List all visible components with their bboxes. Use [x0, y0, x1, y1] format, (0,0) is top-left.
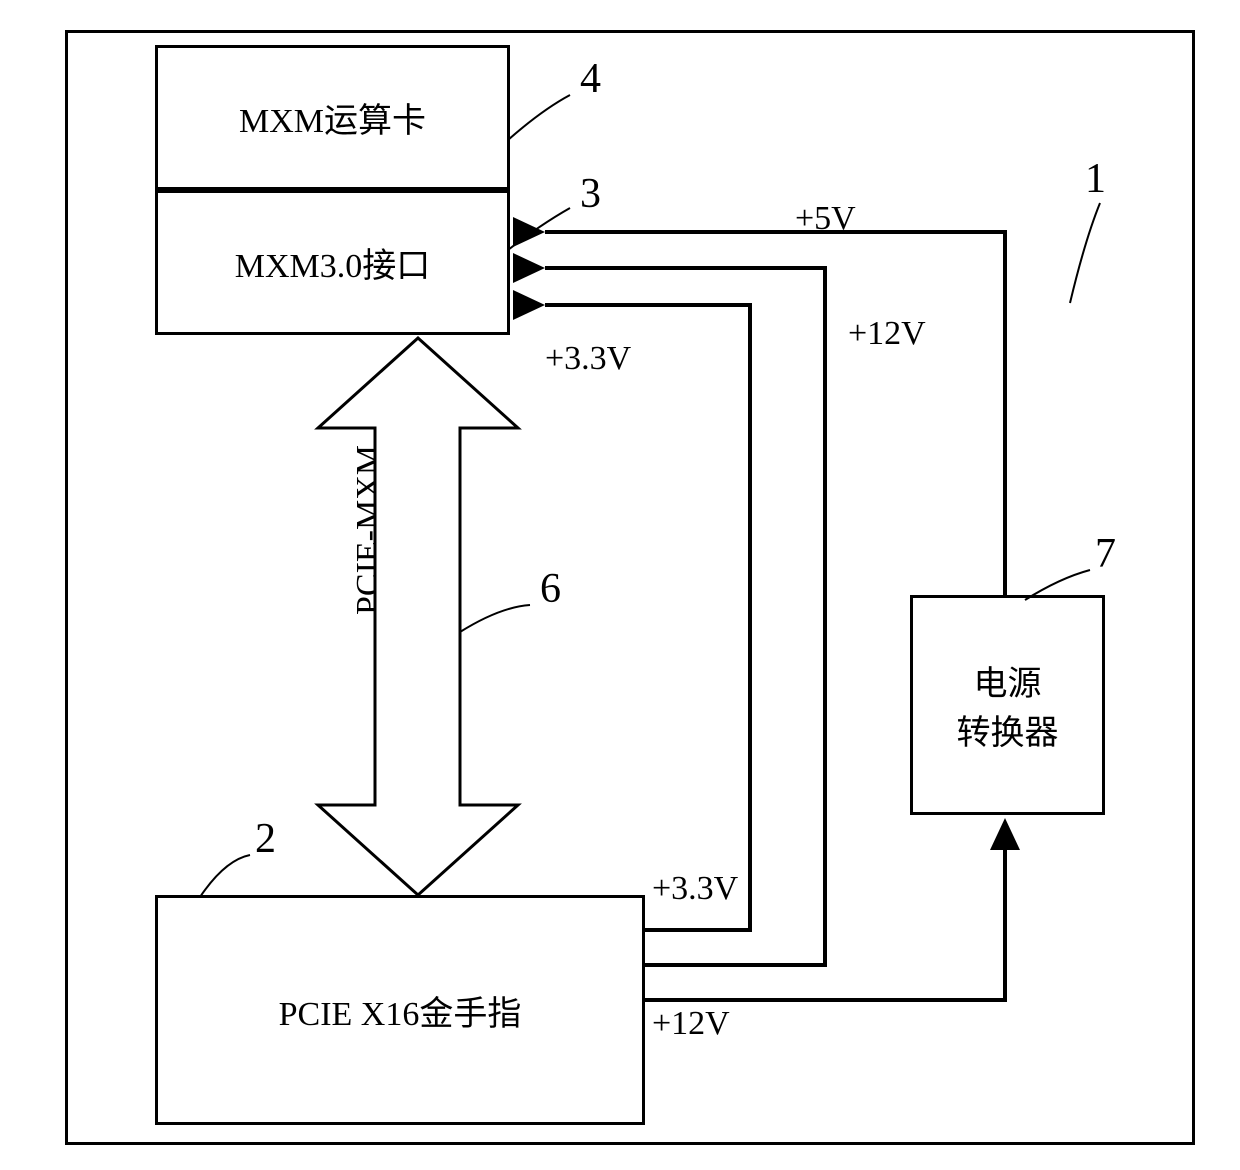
ref-1: 1 — [1085, 155, 1106, 203]
mxm-interface-box: MXM3.0接口 — [155, 190, 510, 335]
ref-6: 6 — [540, 565, 561, 613]
power-converter-label-l1: 电源 — [957, 656, 1059, 705]
label-3v3-bottom: +3.3V — [652, 870, 738, 908]
ref-2: 2 — [255, 815, 276, 863]
pcie-goldfinger-box: PCIE X16金手指 — [155, 895, 645, 1125]
ref-7: 7 — [1095, 530, 1116, 578]
label-5v: +5V — [795, 200, 856, 238]
power-converter-label: 电源 转换器 — [957, 656, 1059, 754]
power-converter-label-l2: 转换器 — [957, 705, 1059, 754]
mxm-interface-label: MXM3.0接口 — [235, 238, 431, 287]
power-converter-box: 电源 转换器 — [910, 595, 1105, 815]
ref-4: 4 — [580, 55, 601, 103]
pcie-goldfinger-label: PCIE X16金手指 — [279, 986, 522, 1035]
mxm-card-box: MXM运算卡 — [155, 45, 510, 190]
ref-3: 3 — [580, 170, 601, 218]
pcie-mxm-bus-label: PCIE-MXM — [350, 445, 388, 615]
label-12v-bottom: +12V — [652, 1005, 730, 1043]
label-3v3-top: +3.3V — [545, 340, 631, 378]
label-12v-top: +12V — [848, 315, 926, 353]
mxm-card-label: MXM运算卡 — [239, 93, 426, 142]
